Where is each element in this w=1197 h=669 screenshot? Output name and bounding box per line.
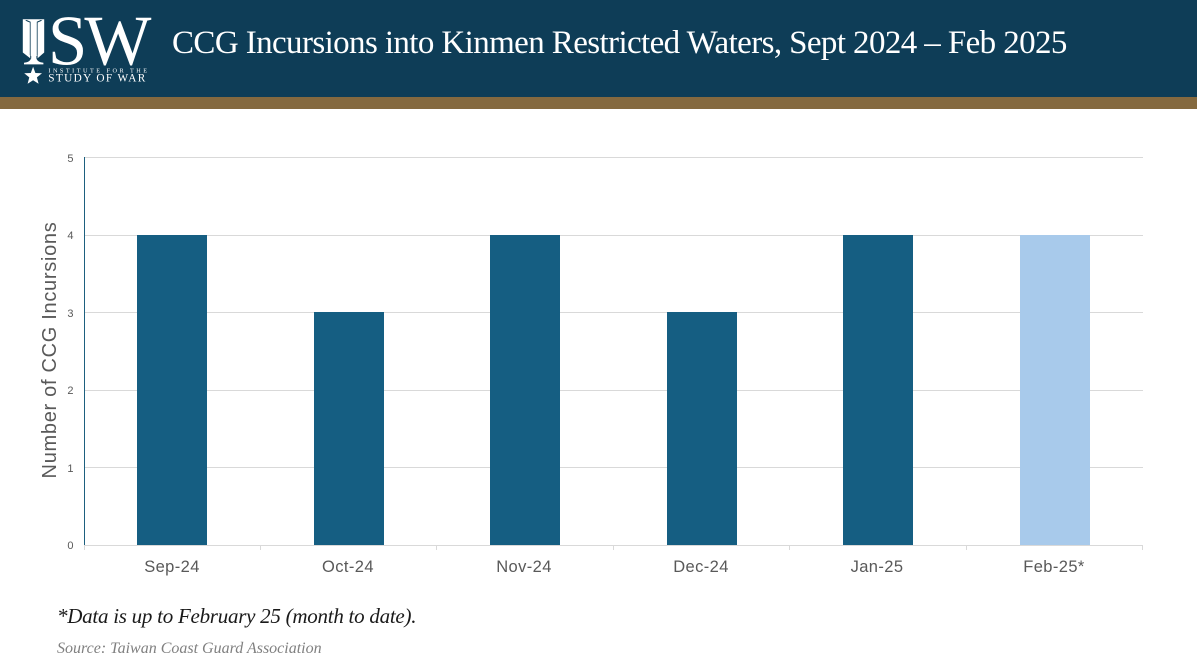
svg-text:STUDY OF WAR: STUDY OF WAR	[48, 72, 146, 84]
svg-text:SW: SW	[48, 2, 151, 80]
svg-text:INSTITUTE FOR THE: INSTITUTE FOR THE	[48, 68, 149, 75]
